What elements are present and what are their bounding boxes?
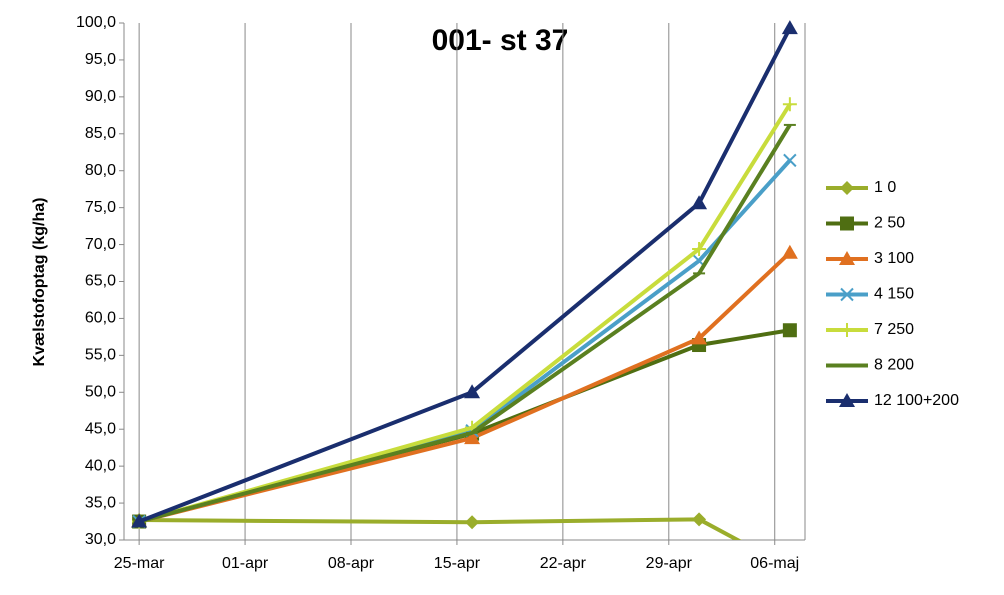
marker bbox=[782, 323, 797, 338]
y-tick-label: 75,0 bbox=[85, 199, 116, 216]
legend-label: 12 100+200 bbox=[874, 392, 959, 409]
y-tick-label: 70,0 bbox=[85, 236, 116, 253]
y-tick-label: 80,0 bbox=[85, 162, 116, 179]
legend-label: 2 50 bbox=[874, 215, 905, 232]
y-tick-label: 40,0 bbox=[85, 457, 116, 474]
series-line bbox=[139, 517, 742, 540]
y-tick-label: 85,0 bbox=[85, 125, 116, 142]
series-line bbox=[138, 123, 792, 524]
marker bbox=[781, 244, 798, 259]
marker bbox=[131, 513, 148, 528]
plot-area bbox=[131, 20, 798, 540]
marker bbox=[782, 97, 797, 112]
marker bbox=[464, 384, 481, 399]
marker bbox=[692, 242, 707, 257]
legend-marker bbox=[840, 323, 854, 337]
legend-label: 4 150 bbox=[874, 286, 914, 303]
y-tick-label: 90,0 bbox=[85, 88, 116, 105]
y-tick-label: 65,0 bbox=[85, 273, 116, 290]
y-tick-label: 55,0 bbox=[85, 347, 116, 364]
y-tick-label: 35,0 bbox=[85, 494, 116, 511]
x-tick-label: 06-maj bbox=[750, 555, 799, 572]
marker bbox=[783, 153, 797, 168]
y-tick-label: 60,0 bbox=[85, 310, 116, 327]
series-line bbox=[138, 251, 792, 524]
marker bbox=[781, 20, 798, 35]
legend-marker bbox=[839, 251, 855, 265]
legend-label: 8 200 bbox=[874, 357, 914, 374]
marker bbox=[464, 430, 481, 445]
marker bbox=[465, 515, 480, 530]
legend-marker bbox=[840, 181, 854, 195]
x-tick-label: 25-mar bbox=[114, 555, 165, 572]
legend-marker bbox=[839, 393, 855, 407]
x-tick-label: 29-apr bbox=[646, 555, 693, 572]
x-tick-label: 22-apr bbox=[540, 555, 587, 572]
legend-label: 3 100 bbox=[874, 250, 914, 267]
marker bbox=[691, 195, 708, 210]
x-tick-label: 08-apr bbox=[328, 555, 375, 572]
legend-marker bbox=[840, 287, 854, 302]
marker bbox=[692, 512, 707, 527]
legend-marker bbox=[840, 216, 854, 231]
x-tick-label: 01-apr bbox=[222, 555, 269, 572]
x-tick-label: 15-apr bbox=[434, 555, 481, 572]
marker bbox=[691, 330, 708, 345]
y-tick-label: 30,0 bbox=[85, 531, 116, 548]
series-line bbox=[138, 103, 792, 524]
y-tick-label: 50,0 bbox=[85, 384, 116, 401]
legend-label: 1 0 bbox=[874, 179, 896, 196]
y-tick-label: 95,0 bbox=[85, 51, 116, 68]
y-tick-label: 100,0 bbox=[76, 14, 116, 31]
chart-title: 001- st 37 bbox=[432, 24, 569, 57]
series-line bbox=[138, 27, 792, 524]
legend-label: 7 250 bbox=[874, 321, 914, 338]
y-tick-label: 45,0 bbox=[85, 420, 116, 437]
y-axis-label: Kvælstofoptag (kg/ha) bbox=[31, 198, 48, 367]
